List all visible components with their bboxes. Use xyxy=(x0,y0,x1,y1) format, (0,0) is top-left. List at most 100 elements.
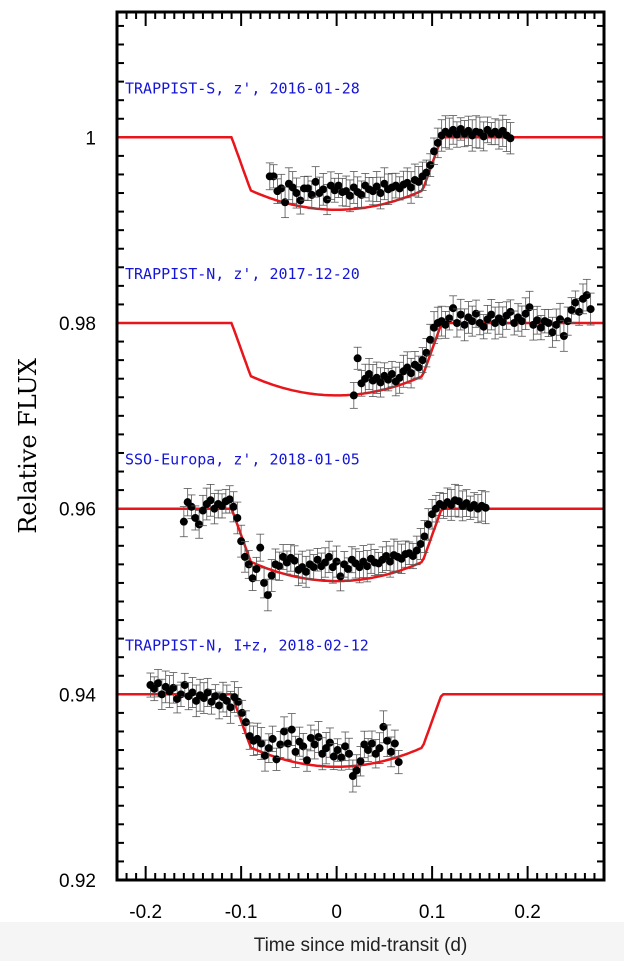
data-point xyxy=(260,578,269,587)
data-point xyxy=(552,320,561,329)
y-tick-label: 0.92 xyxy=(59,871,96,892)
data-point xyxy=(275,562,284,571)
data-point xyxy=(384,375,393,384)
data-point xyxy=(383,736,392,745)
data-point xyxy=(563,317,572,326)
data-point xyxy=(441,320,450,329)
data-point xyxy=(382,552,391,561)
data-point xyxy=(337,753,346,762)
data-point xyxy=(367,739,376,748)
data-point xyxy=(412,546,421,555)
data-point xyxy=(582,291,591,300)
data-point xyxy=(279,552,288,561)
data-point xyxy=(559,331,568,340)
data-point xyxy=(238,708,247,717)
data-point xyxy=(292,189,301,198)
data-point xyxy=(277,184,286,193)
y-axis-label: Relative FLUX xyxy=(14,358,42,534)
data-point xyxy=(380,179,389,188)
data-point xyxy=(348,772,357,781)
data-point xyxy=(407,369,416,378)
model-curve xyxy=(117,507,604,583)
data-point xyxy=(521,309,530,318)
tick-labels: -0.2 -0.1 0 0.1 0.2 0.92 0.94 0.96 0.98 1 xyxy=(59,128,541,923)
data-point xyxy=(179,517,188,526)
data-point xyxy=(302,567,311,576)
data-point xyxy=(291,747,300,756)
data-point xyxy=(544,318,553,327)
data-point xyxy=(328,563,337,572)
data-point xyxy=(307,190,316,199)
data-point xyxy=(333,746,342,755)
data-point xyxy=(390,739,399,748)
data-point xyxy=(506,134,515,143)
data-point xyxy=(314,733,323,742)
data-point xyxy=(332,557,341,566)
x-axis-label: Time since mid-transit (d) xyxy=(254,935,468,956)
data-point xyxy=(261,751,270,760)
data-point xyxy=(424,520,433,529)
data-point xyxy=(150,684,159,693)
data-point xyxy=(281,198,290,207)
data-point xyxy=(344,565,353,574)
data-point xyxy=(195,520,204,529)
data-point xyxy=(311,177,320,186)
data-point xyxy=(498,318,507,327)
data-point xyxy=(322,744,331,753)
series-labels: TRAPPIST-S, z', 2016-01-28 TRAPPIST-N, z'… xyxy=(125,79,369,654)
data-point xyxy=(306,733,315,742)
data-point xyxy=(257,739,266,748)
data-point xyxy=(556,315,565,324)
data-point xyxy=(376,378,385,387)
data-point xyxy=(433,138,442,147)
data-point xyxy=(299,742,308,751)
data-point xyxy=(206,496,215,505)
y-tick-label: 0.96 xyxy=(59,500,96,521)
data-point xyxy=(207,697,216,706)
y-tick-label: 0.94 xyxy=(59,685,96,706)
data-point xyxy=(237,537,246,546)
data-point xyxy=(199,694,208,703)
data-point xyxy=(481,503,490,512)
data-point xyxy=(283,739,292,748)
data-point xyxy=(517,317,526,326)
data-point xyxy=(387,747,396,756)
data-point xyxy=(303,756,312,765)
x-tick-label: -0.2 xyxy=(129,902,162,923)
data-point xyxy=(422,348,431,357)
data-point xyxy=(180,681,189,690)
data-point xyxy=(449,304,458,313)
data-point xyxy=(203,688,212,697)
data-point xyxy=(211,692,220,701)
data-point xyxy=(169,683,178,692)
data-point xyxy=(460,320,469,329)
data-point xyxy=(414,177,423,186)
data-point xyxy=(456,310,465,319)
data-point xyxy=(157,690,166,699)
data-point xyxy=(375,744,384,753)
data-point xyxy=(371,749,380,758)
data-point xyxy=(365,370,374,379)
data-point xyxy=(472,309,481,318)
data-point xyxy=(310,740,319,749)
data-point xyxy=(191,513,200,522)
data-point xyxy=(241,718,250,727)
data-point xyxy=(407,183,416,192)
y-tick-label: 1 xyxy=(85,128,96,149)
data-point xyxy=(355,563,364,572)
data-point xyxy=(376,189,385,198)
data-point xyxy=(225,495,234,504)
data-point xyxy=(479,132,488,141)
data-point xyxy=(341,742,350,751)
data-point xyxy=(357,190,366,199)
series-label: TRAPPIST-S, z', 2016-01-28 xyxy=(125,79,360,97)
data-point xyxy=(329,752,338,761)
series-label: TRAPPIST-N, I+z, 2018-02-12 xyxy=(125,636,369,654)
data-point xyxy=(575,307,584,316)
data-point xyxy=(229,502,238,511)
data-point xyxy=(321,558,330,567)
data-point xyxy=(287,725,296,734)
data-point xyxy=(356,757,365,766)
data-point xyxy=(252,565,261,574)
